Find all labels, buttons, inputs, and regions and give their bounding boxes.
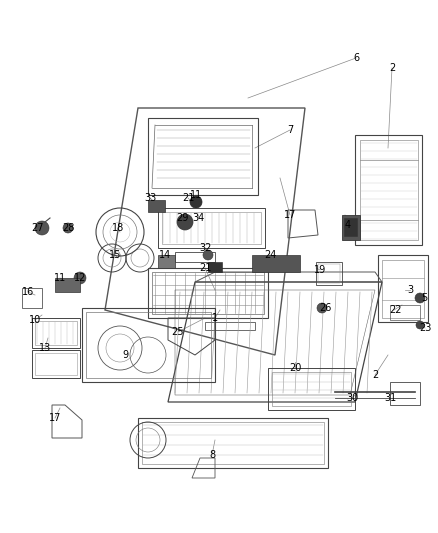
Polygon shape [342,215,360,240]
Text: 10: 10 [29,315,41,325]
Text: 16: 16 [22,287,34,297]
Text: 20: 20 [289,363,301,373]
Text: 8: 8 [209,450,215,460]
Text: 33: 33 [144,193,156,203]
Text: 6: 6 [353,53,359,63]
Text: 11: 11 [190,190,202,200]
Text: 12: 12 [74,273,86,283]
Text: 17: 17 [284,210,296,220]
Ellipse shape [74,272,86,284]
Text: 4: 4 [345,220,351,230]
Polygon shape [158,255,175,268]
Ellipse shape [416,321,424,329]
Text: 14: 14 [159,250,171,260]
Text: 21: 21 [182,193,194,203]
Text: 9: 9 [122,350,128,360]
Text: 22: 22 [389,305,401,315]
Text: 23: 23 [419,323,431,333]
Text: 24: 24 [264,250,276,260]
Text: 2: 2 [372,370,378,380]
Text: 7: 7 [287,125,293,135]
Text: 25: 25 [172,327,184,337]
Text: 32: 32 [199,243,211,253]
Text: 30: 30 [346,393,358,403]
Ellipse shape [190,196,202,208]
Ellipse shape [415,293,425,303]
Text: 1: 1 [212,313,218,323]
Text: 13: 13 [39,343,51,353]
Text: 19: 19 [314,265,326,275]
Text: 31: 31 [384,393,396,403]
Ellipse shape [35,221,49,235]
Polygon shape [148,200,165,212]
Ellipse shape [63,223,73,233]
Ellipse shape [177,214,193,230]
Text: 26: 26 [319,303,331,313]
Text: 21: 21 [199,263,211,273]
Text: 34: 34 [192,213,204,223]
Text: 15: 15 [109,250,121,260]
Text: 17: 17 [49,413,61,423]
Polygon shape [344,218,358,237]
Text: 27: 27 [32,223,44,233]
Text: 11: 11 [54,273,66,283]
Text: 29: 29 [176,213,188,223]
Ellipse shape [317,303,327,313]
Text: 5: 5 [421,293,427,303]
Text: 3: 3 [407,285,413,295]
Ellipse shape [203,250,213,260]
Text: 28: 28 [62,223,74,233]
Text: 18: 18 [112,223,124,233]
Text: 2: 2 [389,63,395,73]
Polygon shape [55,278,80,292]
Polygon shape [208,262,222,272]
Polygon shape [252,255,300,272]
